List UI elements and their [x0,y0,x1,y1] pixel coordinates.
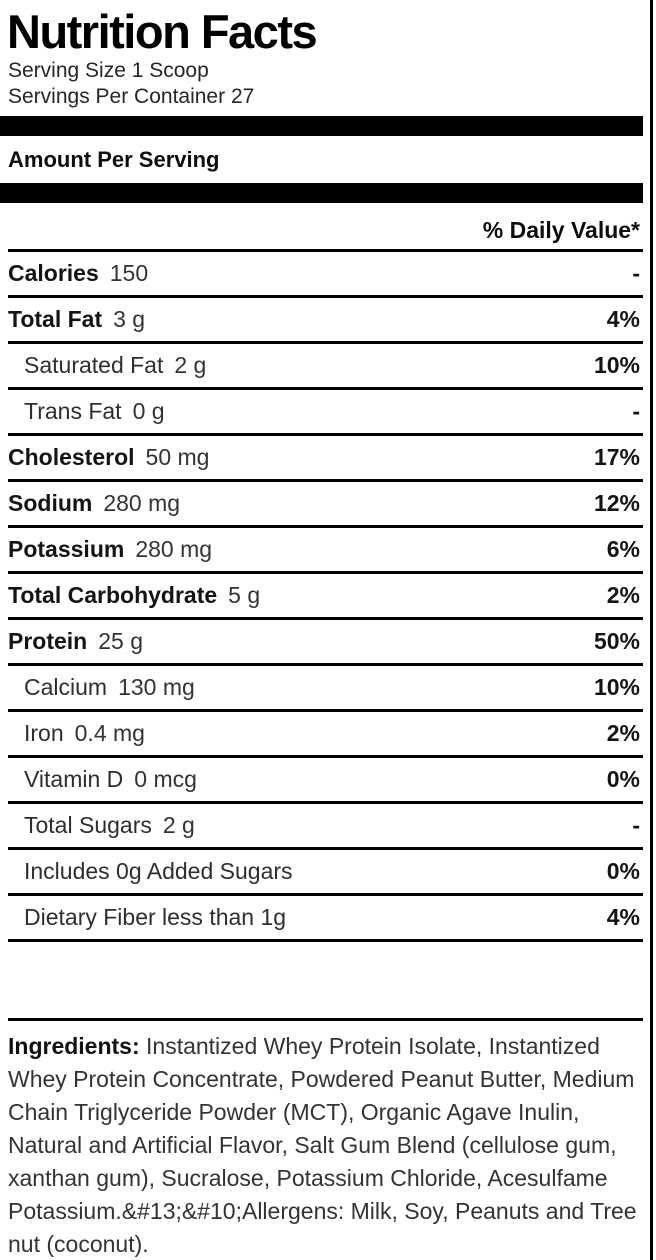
nutrient-name: Total Sugars [24,812,152,838]
nutrient-row-vitamin-d: Vitamin D 0 mcg 0% [8,758,643,804]
daily-value: - [632,812,640,838]
ingredients-text: Instantized Whey Protein Isolate, Instan… [8,1033,637,1257]
page-title: Nutrition Facts [7,5,318,58]
ingredients-section: Ingredients: Instantized Whey Protein Is… [8,1018,643,1260]
nutrient-name: Saturated Fat [24,352,164,378]
nutrient-name: Calcium [24,674,108,700]
label-right-border [650,0,653,1260]
daily-value: 12% [593,490,640,516]
nutrient-row-cholesterol: Cholesterol 50 mg 17% [8,436,643,482]
nutrient-name: Calories [8,260,99,286]
blank-spacer [0,942,656,1018]
daily-value: - [632,260,640,286]
nutrient-amount: 25 g [98,628,143,654]
nutrient-name: Potassium [8,536,125,562]
nutrient-amount: 280 mg [135,536,213,562]
divider-bar-top [0,116,643,136]
nutrient-amount: 0.4 mg [74,720,145,746]
nutrient-name: Total Fat [8,306,103,332]
nutrient-amount: 5 g [228,582,261,608]
nutrient-row-dietary-fiber: Dietary Fiber less than 1g 4% [8,896,643,942]
nutrient-row-potassium: Potassium 280 mg 6% [8,528,643,574]
nutrient-row-total-fat: Total Fat 3 g 4% [8,298,643,344]
nutrient-name: Includes 0g Added Sugars [24,858,293,884]
nutrient-amount: 130 mg [118,674,195,700]
nutrient-row-calories: Calories 150 - [8,252,643,298]
nutrient-table: Calories 150 - Total Fat 3 g 4% Saturated … [8,252,643,942]
nutrient-amount: 50 mg [145,444,210,470]
nutrient-row-saturated-fat: Saturated Fat 2 g 10% [8,344,643,390]
nutrient-amount: 3 g [113,306,146,332]
daily-value: 0% [606,766,640,792]
nutrient-name: Cholesterol [8,444,135,470]
nutrient-row-protein: Protein 25 g 50% [8,620,643,666]
nutrient-amount: 150 [109,260,149,286]
daily-value-header: % Daily Value* [8,203,643,252]
daily-value: 4% [606,306,640,332]
nutrient-row-trans-fat: Trans Fat 0 g - [8,390,643,436]
nutrient-row-sodium: Sodium 280 mg 12% [8,482,643,528]
daily-value: 10% [593,674,640,700]
daily-value: 17% [593,444,640,470]
nutrient-amount: 2 g [174,352,207,378]
servings-per-container-text: Servings Per Container 27 [8,85,255,108]
nutrient-name: Sodium [8,490,93,516]
daily-value: 2% [606,720,640,746]
nutrient-row-total-carbohydrate: Total Carbohydrate 5 g 2% [8,574,643,620]
nutrient-name: Iron [24,720,64,746]
daily-value: 6% [606,536,640,562]
daily-value: - [632,398,640,424]
daily-value: 50% [593,628,640,654]
nutrient-row-total-sugars: Total Sugars 2 g - [8,804,643,850]
nutrient-name: Vitamin D [24,766,124,792]
divider-bar-middle [0,183,643,203]
daily-value: 10% [593,352,640,378]
nutrient-amount: 2 g [162,812,195,838]
daily-value-header-text: % Daily Value* [482,217,640,243]
daily-value: 0% [606,858,640,884]
nutrient-row-added-sugars: Includes 0g Added Sugars 0% [8,850,643,896]
nutrient-name: Protein [8,628,88,654]
nutrient-amount: 0 mcg [134,766,197,792]
nutrient-row-calcium: Calcium 130 mg 10% [8,666,643,712]
nutrient-name: Trans Fat [24,398,122,424]
nutrient-amount: 0 g [132,398,165,424]
nutrient-name: Dietary Fiber less than 1g [24,904,287,930]
daily-value: 4% [606,904,640,930]
amount-per-serving-heading: Amount Per Serving [8,147,220,172]
ingredients-paragraph: Ingredients: Instantized Whey Protein Is… [8,1030,643,1260]
nutrient-name: Total Carbohydrate [8,582,218,608]
nutrient-amount: 280 mg [103,490,181,516]
label-header: Nutrition Facts Serving Size 1 Scoop Ser… [0,0,656,252]
daily-value: 2% [606,582,640,608]
serving-size-text: Serving Size 1 Scoop [8,59,209,82]
nutrient-row-iron: Iron 0.4 mg 2% [8,712,643,758]
ingredients-label: Ingredients: [8,1033,140,1059]
